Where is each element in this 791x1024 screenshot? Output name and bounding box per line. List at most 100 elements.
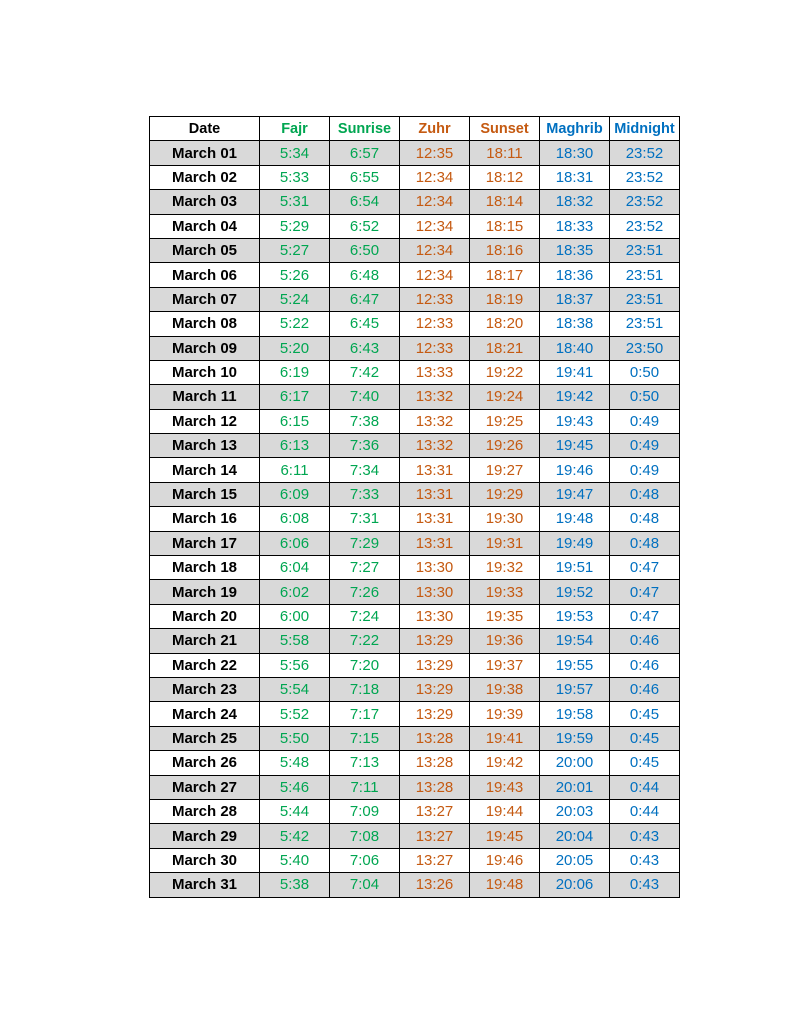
cell-sunset: 18:16: [469, 237, 540, 264]
cell-sunset: 19:44: [469, 798, 540, 825]
cell-sunset: 18:20: [469, 311, 540, 337]
table-row: March 01 5:34 6:57 12:35 18:11 18:30 23:52: [149, 140, 680, 166]
cell-fajr: 5:29: [259, 213, 330, 239]
cell-date: March 31: [149, 872, 260, 898]
cell-fajr: 5:38: [259, 872, 330, 898]
cell-sunset: 18:21: [469, 335, 540, 361]
cell-fajr: 5:58: [259, 628, 330, 654]
table-row: March 21 5:58 7:22 13:29 19:36 19:54 0:46: [149, 628, 680, 654]
cell-fajr: 5:52: [259, 701, 330, 727]
cell-sunrise: 7:36: [329, 433, 400, 459]
cell-midnight: 0:43: [609, 872, 680, 898]
cell-date: March 03: [149, 189, 260, 215]
cell-zuhr: 13:32: [399, 408, 470, 435]
cell-midnight: 0:48: [609, 481, 680, 508]
cell-midnight: 0:45: [609, 701, 680, 727]
cell-sunset: 19:26: [469, 433, 540, 459]
cell-sunrise: 7:34: [329, 457, 400, 483]
table-header: Date Fajr Sunrise Zuhr Sunset Maghrib Mi…: [149, 115, 680, 142]
cell-sunset: 19:37: [469, 652, 540, 678]
cell-midnight: 0:46: [609, 676, 680, 703]
cell-sunset: 19:33: [469, 579, 540, 605]
cell-midnight: 23:51: [609, 311, 680, 337]
cell-maghrib: 19:46: [539, 457, 610, 483]
cell-sunrise: 6:50: [329, 237, 400, 264]
cell-midnight: 23:52: [609, 140, 680, 166]
cell-sunset: 18:19: [469, 286, 540, 313]
cell-fajr: 6:19: [259, 359, 330, 386]
cell-midnight: 0:49: [609, 433, 680, 459]
cell-sunrise: 7:06: [329, 847, 400, 874]
cell-sunrise: 7:27: [329, 555, 400, 581]
cell-date: March 30: [149, 847, 260, 874]
cell-zuhr: 13:27: [399, 798, 470, 825]
cell-maghrib: 19:57: [539, 676, 610, 703]
header-row: Date Fajr Sunrise Zuhr Sunset Maghrib Mi…: [149, 115, 680, 142]
cell-sunrise: 7:24: [329, 603, 400, 630]
cell-midnight: 23:52: [609, 213, 680, 239]
table-row: March 03 5:31 6:54 12:34 18:14 18:32 23:52: [149, 189, 680, 215]
cell-date: March 10: [149, 359, 260, 386]
cell-zuhr: 13:32: [399, 384, 470, 410]
cell-fajr: 5:26: [259, 262, 330, 288]
cell-maghrib: 19:59: [539, 725, 610, 752]
cell-fajr: 6:11: [259, 457, 330, 483]
cell-midnight: 0:46: [609, 652, 680, 678]
cell-sunrise: 7:15: [329, 725, 400, 752]
cell-maghrib: 20:04: [539, 823, 610, 849]
cell-date: March 08: [149, 311, 260, 337]
cell-maghrib: 19:52: [539, 579, 610, 605]
cell-zuhr: 12:34: [399, 164, 470, 191]
cell-sunrise: 6:57: [329, 140, 400, 166]
cell-fajr: 6:15: [259, 408, 330, 435]
cell-maghrib: 19:53: [539, 603, 610, 630]
cell-maghrib: 19:58: [539, 701, 610, 727]
cell-sunset: 19:29: [469, 481, 540, 508]
cell-maghrib: 19:55: [539, 652, 610, 678]
cell-sunrise: 7:17: [329, 701, 400, 727]
cell-zuhr: 13:27: [399, 823, 470, 849]
table-row: March 23 5:54 7:18 13:29 19:38 19:57 0:46: [149, 676, 680, 703]
cell-maghrib: 19:47: [539, 481, 610, 508]
cell-date: March 06: [149, 262, 260, 288]
cell-date: March 02: [149, 164, 260, 191]
prayer-times-sheet: Date Fajr Sunrise Zuhr Sunset Maghrib Mi…: [149, 115, 680, 898]
cell-midnight: 0:46: [609, 628, 680, 654]
cell-midnight: 23:52: [609, 164, 680, 191]
cell-date: March 21: [149, 628, 260, 654]
cell-sunrise: 6:45: [329, 311, 400, 337]
cell-maghrib: 20:05: [539, 847, 610, 874]
table-row: March 02 5:33 6:55 12:34 18:12 18:31 23:52: [149, 164, 680, 191]
cell-sunrise: 7:04: [329, 872, 400, 898]
cell-sunrise: 6:47: [329, 286, 400, 313]
cell-maghrib: 18:36: [539, 262, 610, 288]
cell-date: March 18: [149, 555, 260, 581]
cell-midnight: 0:43: [609, 847, 680, 874]
cell-fajr: 6:04: [259, 555, 330, 581]
cell-maghrib: 19:41: [539, 359, 610, 386]
cell-date: March 24: [149, 701, 260, 727]
cell-sunset: 19:25: [469, 408, 540, 435]
cell-fajr: 5:31: [259, 189, 330, 215]
cell-maghrib: 19:49: [539, 530, 610, 557]
cell-zuhr: 13:30: [399, 579, 470, 605]
cell-fajr: 5:48: [259, 750, 330, 776]
cell-sunrise: 7:33: [329, 481, 400, 508]
cell-maghrib: 20:01: [539, 774, 610, 800]
header-fajr: Fajr: [259, 115, 330, 142]
header-midnight: Midnight: [609, 115, 680, 142]
table-row: March 12 6:15 7:38 13:32 19:25 19:43 0:49: [149, 408, 680, 435]
table-row: March 07 5:24 6:47 12:33 18:19 18:37 23:51: [149, 286, 680, 313]
cell-date: March 11: [149, 384, 260, 410]
cell-zuhr: 13:32: [399, 433, 470, 459]
table-row: March 09 5:20 6:43 12:33 18:21 18:40 23:50: [149, 335, 680, 361]
cell-date: March 19: [149, 579, 260, 605]
cell-maghrib: 18:32: [539, 189, 610, 215]
cell-midnight: 0:50: [609, 359, 680, 386]
cell-sunset: 19:39: [469, 701, 540, 727]
table-row: March 06 5:26 6:48 12:34 18:17 18:36 23:51: [149, 262, 680, 288]
cell-zuhr: 13:33: [399, 359, 470, 386]
cell-sunrise: 7:13: [329, 750, 400, 776]
header-sunset: Sunset: [469, 115, 540, 142]
table-row: March 25 5:50 7:15 13:28 19:41 19:59 0:45: [149, 725, 680, 752]
